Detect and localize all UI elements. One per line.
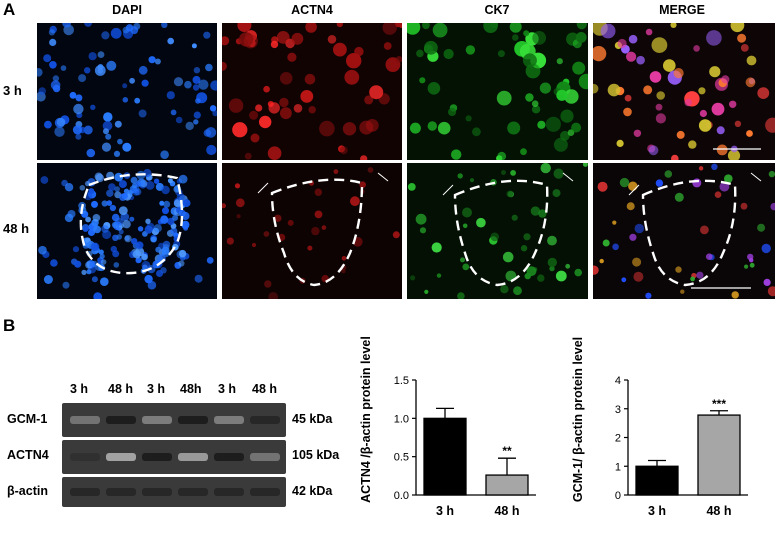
blot-strip-beta-actin [62,477,286,507]
bar-48h [485,474,529,496]
blot-kda-actn4: 105 kDa [292,448,340,462]
x-tick-label: 3 h [436,504,454,518]
y-tick-label: 0.0 [394,490,409,502]
y-tick-label: 4 [615,375,621,387]
y-tick-label: 3 [615,404,621,416]
blot-row-label-gcm1: GCM-1 [7,412,48,426]
blot-lane-label: 3 h [218,382,237,396]
micrograph-actn4-3h [222,23,402,160]
panel-a-letter: A [3,0,16,19]
y-tick-label: 0 [615,490,621,502]
blot-lane-label: 3 h [147,382,166,396]
significance-label: ** [502,444,512,458]
blot-kda-gcm1: 45 kDa [292,412,333,426]
x-tick-label: 48 h [706,504,731,518]
blot-lane-label: 3 h [70,382,89,396]
x-tick-label: 48 h [494,504,519,518]
x-tick-label: 3 h [648,504,666,518]
blot-row-label-beta-actin: β-actin [7,484,48,498]
micrograph-dapi-48h [37,163,217,299]
column-label-actn4: ACTN4 [291,3,333,17]
bar-chart-actn4: ACTN4 /β-actin protein level 0.0 0.5 1.0 1.5… [356,330,546,538]
micrograph-merge-48h [593,163,775,299]
significance-label: *** [712,397,726,411]
row-label-48h: 48 h [3,221,30,236]
y-tick-label: 2 [615,433,621,445]
bar-3h [635,465,679,496]
micrograph-actn4-48h [222,163,402,299]
chart-actn4-svg: ACTN4 /β-actin protein level 0.0 0.5 1.0 1.5… [359,336,536,518]
y-tick-label: 0.5 [394,452,409,464]
micrograph-ck7-3h [407,23,588,160]
blot-strip-actn4 [62,440,286,474]
micrograph-ck7-48h [407,163,588,299]
micrograph-dapi-3h [37,23,217,160]
y-axis-label: GCM-1/ β-actin protein level [571,337,585,502]
micrograph-merge-3h [593,23,775,160]
chart-gcm1-svg: GCM-1/ β-actin protein level 0 1 2 3 4 3 h *** 4… [571,337,748,518]
blot-lane-label: 48 h [252,382,278,396]
blot-kda-beta-actin: 42 kDa [292,484,333,498]
y-tick-label: 1.0 [394,413,409,425]
blot-row-label-actn4: ACTN4 [7,448,49,462]
column-label-dapi: DAPI [112,3,142,17]
bar-48h [697,414,741,496]
y-tick-label: 1.5 [394,375,409,387]
row-label-3h: 3 h [3,83,22,98]
column-label-merge: MERGE [659,3,705,17]
y-tick-label: 1 [615,461,621,473]
blot-strip-gcm1 [62,403,286,437]
blot-lane-label: 48 h [108,382,134,396]
blot-lane-label: 48h [180,382,202,396]
panel-b-letter: B [3,316,16,335]
y-axis-label: ACTN4 /β-actin protein level [359,336,373,503]
bar-3h [423,417,467,496]
bar-chart-gcm1: GCM-1/ β-actin protein level 0 1 2 3 4 3 h *** 4… [568,330,768,538]
column-label-ck7: CK7 [484,3,510,17]
